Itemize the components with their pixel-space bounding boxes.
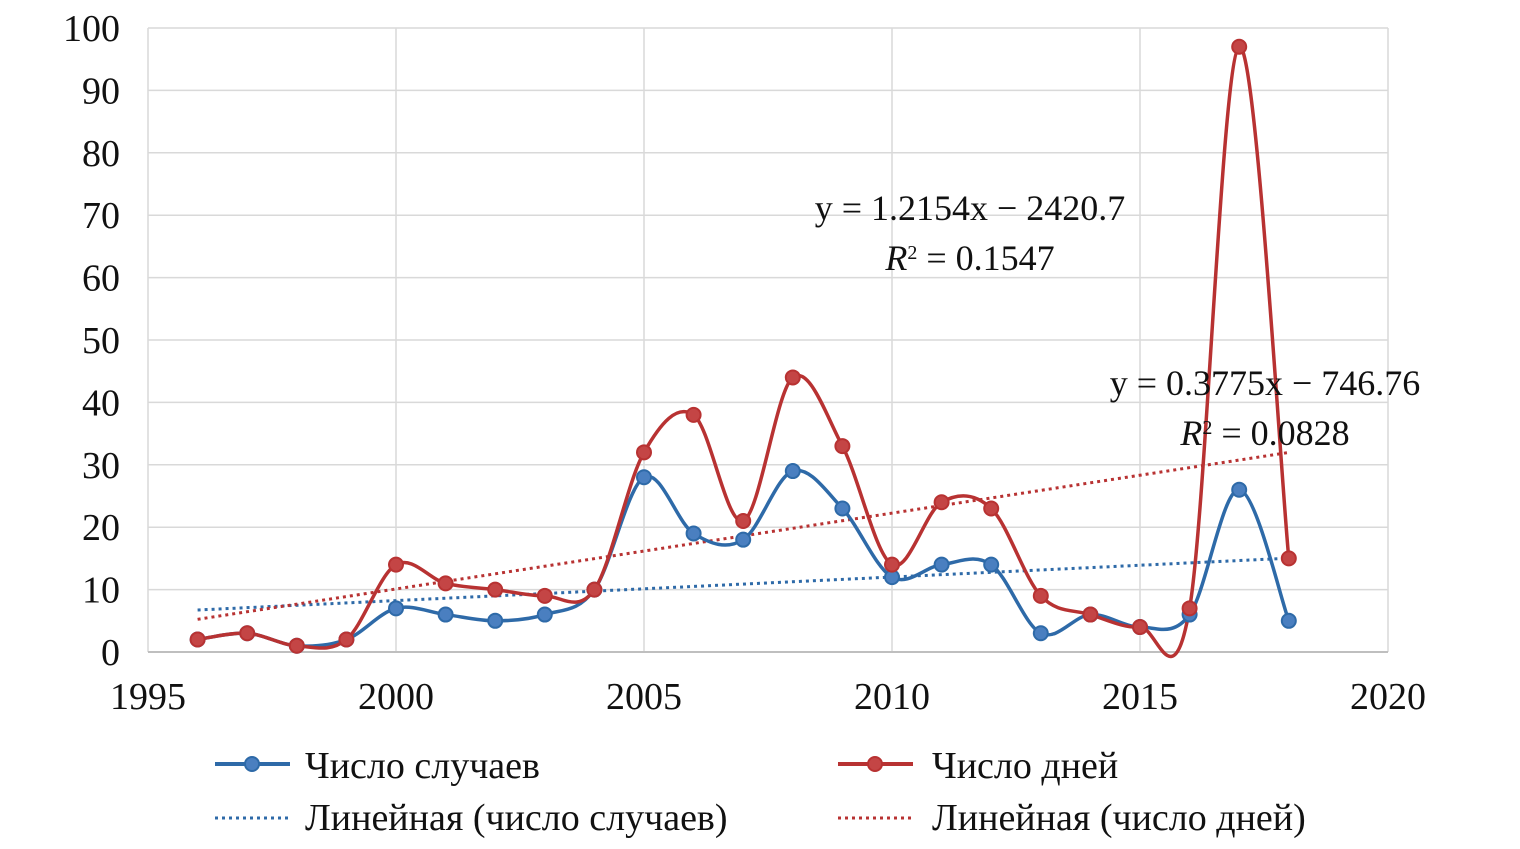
- legend: Число случаев Число дней Линейная (число…: [215, 745, 1306, 839]
- data-point-0: [685, 525, 702, 542]
- data-point-1: [586, 581, 603, 598]
- data-point-1: [784, 369, 801, 386]
- legend-marker-days: [867, 756, 883, 772]
- equation-days: y = 1.2154x − 2420.7 R2 = 0.1547: [815, 188, 1126, 278]
- data-point-1: [884, 556, 900, 573]
- series-markers: [189, 38, 1297, 654]
- r2-sup: 2: [1202, 417, 1212, 439]
- x-tick-label: 2005: [606, 676, 682, 718]
- data-point-0: [388, 600, 404, 617]
- series-lines: [197, 44, 1291, 659]
- data-point-1: [983, 500, 1000, 517]
- data-point-1: [735, 512, 752, 529]
- data-point-1: [189, 631, 206, 648]
- y-tick-label: 100: [63, 8, 120, 50]
- equation-days-formula: y = 1.2154x − 2420.7: [815, 188, 1126, 228]
- y-tick-label: 50: [82, 320, 120, 362]
- r2-value: = 0.0828: [1212, 413, 1349, 453]
- legend-marker-cases: [244, 756, 260, 772]
- data-point-1: [1032, 587, 1049, 604]
- legend-label-cases: Число случаев: [305, 745, 540, 787]
- x-tick-label: 2015: [1102, 676, 1178, 718]
- y-tick-label: 80: [82, 133, 120, 175]
- data-point-0: [437, 606, 454, 623]
- x-tick-label: 2010: [854, 676, 930, 718]
- data-point-1: [288, 637, 305, 654]
- trendline-1: [197, 450, 1290, 621]
- data-point-0: [1280, 612, 1297, 629]
- r2-sup: 2: [907, 242, 917, 264]
- data-point-1: [437, 575, 454, 592]
- equation-days-r2: R2 = 0.1547: [884, 238, 1054, 278]
- data-point-0: [487, 612, 504, 629]
- data-point-1: [1132, 619, 1148, 636]
- legend-label-days: Число дней: [932, 745, 1118, 787]
- data-point-1: [338, 631, 355, 648]
- data-point-1: [487, 581, 504, 598]
- equation-cases: y = 0.3775x − 746.76 R2 = 0.0828: [1110, 363, 1421, 453]
- x-tick-label: 2020: [1350, 676, 1426, 718]
- legend-item-days: Число дней: [838, 745, 1118, 787]
- equation-cases-formula: y = 0.3775x − 746.76: [1110, 363, 1421, 403]
- y-tick-label: 60: [82, 258, 120, 300]
- data-point-0: [834, 500, 851, 517]
- data-point-0: [933, 556, 950, 573]
- y-tick-label: 70: [82, 195, 120, 237]
- grid: [147, 27, 1389, 652]
- x-tick-label: 1995: [110, 676, 186, 718]
- data-point-0: [636, 469, 652, 486]
- data-point-1: [1231, 38, 1248, 55]
- data-point-0: [735, 531, 752, 548]
- data-point-1: [388, 556, 404, 573]
- data-point-1: [685, 406, 702, 423]
- legend-item-cases: Число случаев: [215, 745, 540, 787]
- y-tick-label: 20: [82, 507, 120, 549]
- data-point-1: [933, 494, 950, 511]
- data-point-0: [536, 606, 553, 623]
- data-point-1: [239, 625, 256, 642]
- equation-cases-r2: R2 = 0.0828: [1179, 413, 1349, 453]
- data-point-1: [1181, 600, 1198, 617]
- legend-label-trend-days: Линейная (число дней): [932, 797, 1306, 839]
- data-point-0: [784, 463, 801, 480]
- legend-item-trend-cases: Линейная (число случаев): [215, 797, 728, 839]
- data-point-0: [1032, 625, 1049, 642]
- r2-label: R: [1179, 413, 1202, 453]
- legend-label-trend-cases: Линейная (число случаев): [305, 797, 728, 839]
- trendlines: [197, 450, 1290, 621]
- r2-label: R: [884, 238, 907, 278]
- y-tick-label: 90: [82, 70, 120, 112]
- data-point-0: [983, 556, 1000, 573]
- y-tick-label: 40: [82, 382, 120, 424]
- data-point-1: [536, 587, 553, 604]
- series-line-1: [197, 44, 1291, 659]
- axes: 0 10 20 30 40 50 60 70 80 90 100 1995 2000 2005 2010 20…: [63, 8, 1426, 718]
- data-point-0: [1231, 481, 1248, 498]
- y-tick-label: 0: [101, 632, 120, 674]
- y-tick-label: 10: [82, 570, 120, 612]
- data-point-1: [1280, 550, 1297, 567]
- y-tick-label: 30: [82, 445, 120, 487]
- data-point-1: [636, 444, 652, 461]
- data-point-1: [1082, 606, 1099, 623]
- data-point-1: [834, 438, 851, 455]
- r2-value: = 0.1547: [917, 238, 1054, 278]
- x-tick-label: 2000: [358, 676, 434, 718]
- legend-item-trend-days: Линейная (число дней): [838, 797, 1306, 839]
- trendline-0: [197, 556, 1289, 612]
